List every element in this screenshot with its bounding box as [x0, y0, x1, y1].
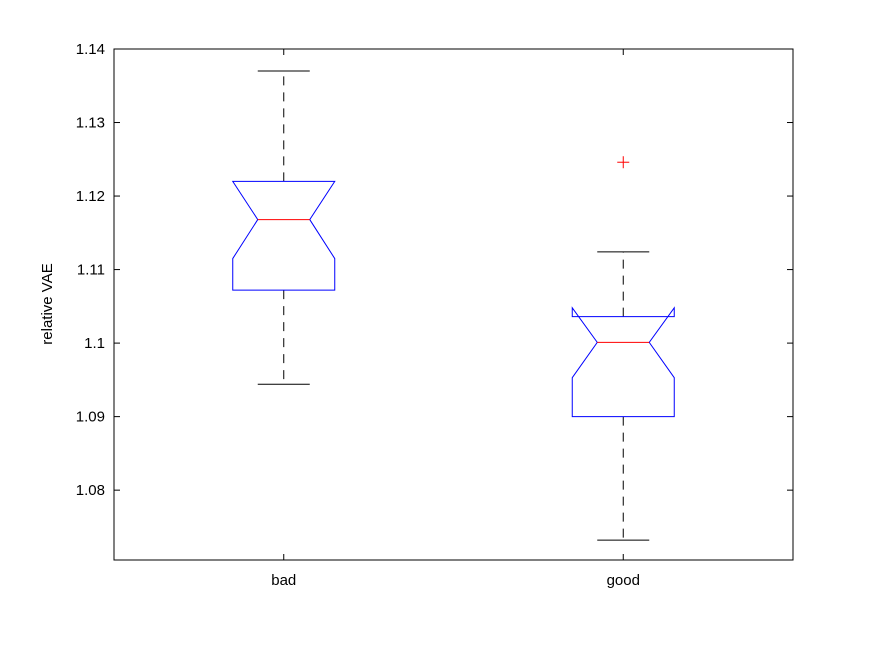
box-good — [571, 156, 675, 541]
x-tick-label-bad: bad — [271, 572, 296, 589]
y-tick-label: 1.12 — [76, 188, 105, 205]
notched-box — [571, 306, 675, 418]
y-tick-label: 1.09 — [76, 409, 105, 426]
y-tick-label: 1.1 — [84, 335, 105, 352]
y-tick-label: 1.11 — [77, 262, 105, 279]
y-tick-label: 1.14 — [76, 41, 105, 58]
plot-area — [113, 48, 794, 561]
y-axis: 1.08 1.09 1.1 1.11 1.12 1.13 1.14 — [76, 41, 793, 499]
y-tick-label: 1.13 — [76, 115, 105, 132]
x-tick-label-good: good — [607, 572, 640, 589]
y-tick-label: 1.08 — [76, 482, 105, 499]
box-bad — [231, 70, 336, 385]
x-axis: bad good — [271, 49, 640, 589]
boxes — [231, 70, 675, 541]
notched-box — [231, 180, 336, 291]
outlier-point — [617, 156, 630, 169]
y-axis-label: relative VAE — [39, 263, 56, 344]
